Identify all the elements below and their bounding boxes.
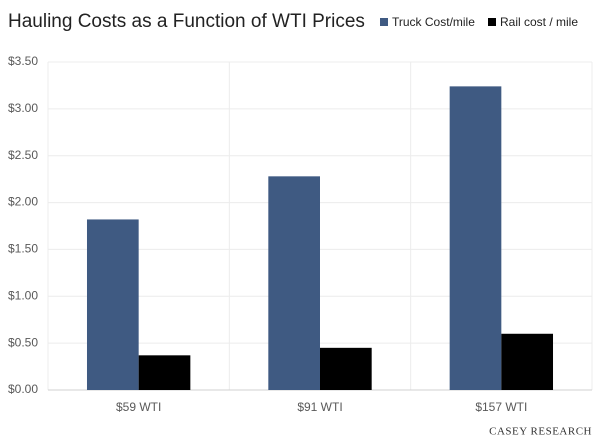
bar — [268, 176, 320, 390]
y-tick-label: $1.00 — [8, 288, 38, 302]
chart-title: Hauling Costs as a Function of WTI Price… — [8, 11, 365, 32]
x-tick-label: $91 WTI — [297, 400, 342, 414]
bar — [138, 355, 191, 390]
x-tick-label: $157 WTI — [475, 400, 527, 414]
y-tick-label: $3.00 — [8, 101, 38, 115]
bar — [449, 86, 502, 390]
y-tick-label: $0.50 — [8, 335, 38, 349]
y-tick-label: $2.00 — [8, 195, 38, 209]
bar — [320, 347, 372, 390]
y-tick-label: $0.00 — [8, 382, 38, 396]
legend-swatch — [380, 18, 388, 26]
watermark: CASEY RESEARCH — [489, 426, 592, 438]
bar — [86, 219, 139, 390]
y-tick-label: $2.50 — [8, 148, 38, 162]
x-tick-label: $59 WTI — [116, 400, 161, 414]
legend-swatch — [488, 18, 496, 26]
bar — [501, 333, 554, 390]
legend-label: Truck Cost/mile — [392, 15, 475, 29]
y-tick-label: $1.50 — [8, 242, 38, 256]
legend-label: Rail cost / mile — [500, 15, 578, 29]
y-tick-label: $3.50 — [8, 54, 38, 68]
